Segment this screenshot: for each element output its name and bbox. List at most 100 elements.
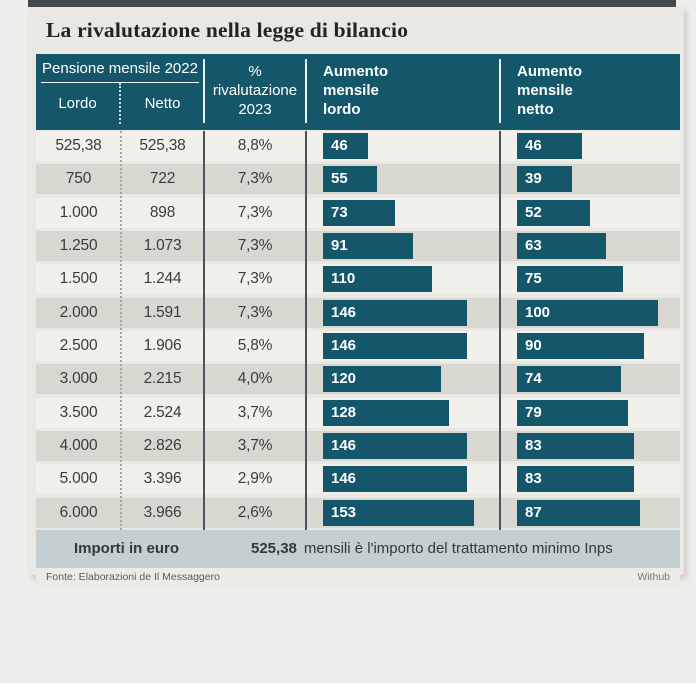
pension-table: Pensione mensile 2022 Lordo Netto % riva… — [36, 54, 680, 587]
bar-netto: 63 — [517, 232, 606, 259]
cell-perc: 3,7% — [237, 436, 273, 454]
bar-lordo: 153 — [323, 499, 474, 526]
row-band: 6.000 3.966 2,6% 153 87 — [36, 497, 680, 528]
bar-netto: 39 — [517, 166, 572, 193]
cell-netto: 1.244 — [143, 270, 182, 288]
cell-lordo: 4.000 — [59, 436, 98, 454]
cell-perc: 7,3% — [237, 203, 273, 221]
cell-netto: 1.073 — [143, 236, 182, 254]
cell-perc: 7,3% — [237, 236, 273, 254]
bar-lordo: 146 — [323, 332, 468, 359]
bar-lordo: 146 — [323, 432, 468, 459]
header-divider — [305, 59, 307, 123]
bar-lordo: 55 — [323, 166, 378, 193]
source-text: Fonte: Elaborazioni de Il Messaggero — [46, 571, 220, 584]
table-row: 5.000 3.396 2,9% 146 83 — [36, 464, 680, 496]
table-row: 4.000 2.826 3,7% 146 83 — [36, 430, 680, 463]
bar-netto: 90 — [517, 332, 644, 359]
row-band: 750 722 7,3% 55 39 — [36, 164, 680, 195]
cell-netto: 1.906 — [143, 336, 182, 354]
cell-lordo: 1.000 — [59, 203, 98, 221]
row-band: 1.250 1.073 7,3% 91 63 — [36, 230, 680, 261]
cell-netto: 3.966 — [143, 503, 182, 521]
table-row: 6.000 3.966 2,6% 153 87 — [36, 497, 680, 530]
page-title: La rivalutazione nella legge di bilancio — [46, 18, 409, 42]
header-netto: Netto — [144, 95, 181, 112]
cell-lordo: 750 — [65, 170, 92, 188]
cell-netto: 2.524 — [143, 403, 182, 421]
cell-netto: 3.396 — [143, 470, 182, 488]
cell-perc: 5,8% — [237, 336, 273, 354]
cell-lordo: 2.000 — [59, 303, 98, 321]
cell-perc: 8,8% — [237, 137, 273, 154]
header-aumento-lordo: Aumento mensile lordo — [323, 63, 388, 118]
header-divider — [203, 59, 205, 123]
header-aumento-netto: Aumento mensile netto — [517, 63, 582, 118]
note-text: mensili è l'importo del trattamento mini… — [303, 540, 613, 558]
header-pensione-label: Pensione mensile 2022 — [41, 60, 199, 83]
table-row: 2.000 1.591 7,3% 146 100 — [36, 297, 680, 330]
infographic-card: La rivalutazione nella legge di bilancio… — [28, 7, 684, 587]
cell-lordo: 525,38 — [55, 137, 102, 154]
cell-netto: 898 — [149, 203, 176, 221]
row-band: 525,38 525,38 8,8% 46 46 — [36, 131, 680, 161]
table-row: 3.500 2.524 3,7% 128 79 — [36, 397, 680, 430]
bar-netto: 74 — [517, 366, 622, 393]
bar-netto: 83 — [517, 466, 634, 493]
bar-lordo: 128 — [323, 399, 450, 426]
table-header: Pensione mensile 2022 Lordo Netto % riva… — [36, 54, 680, 130]
row-band: 4.000 2.826 3,7% 146 83 — [36, 430, 680, 461]
cell-lordo: 3.000 — [59, 370, 98, 388]
bar-lordo: 146 — [323, 466, 468, 493]
bar-lordo: 120 — [323, 366, 442, 393]
note-band: Importi in euro 525,38 mensili è l'impor… — [36, 529, 680, 568]
cell-netto: 2.215 — [143, 370, 182, 388]
bar-netto: 87 — [517, 499, 640, 526]
row-band: 1.000 898 7,3% 73 52 — [36, 197, 680, 228]
table-row: 1.000 898 7,3% 73 52 — [36, 197, 680, 230]
cell-lordo: 1.250 — [59, 236, 98, 254]
table-row: 1.250 1.073 7,3% 91 63 — [36, 230, 680, 263]
cell-perc: 3,7% — [237, 403, 273, 421]
header-pensione-group: Pensione mensile 2022 Lordo Netto — [36, 60, 204, 126]
cell-perc: 7,3% — [237, 170, 273, 188]
cell-netto: 1.591 — [143, 303, 182, 321]
cell-netto: 2.826 — [143, 436, 182, 454]
header-subrow: Lordo Netto — [36, 83, 204, 124]
table-row: 3.000 2.215 4,0% 120 74 — [36, 364, 680, 396]
cell-lordo: 5.000 — [59, 470, 98, 488]
row-band: 1.500 1.244 7,3% 110 75 — [36, 264, 680, 295]
row-band: 2.500 1.906 5,8% 146 90 — [36, 330, 680, 361]
bar-netto: 100 — [517, 299, 658, 326]
row-band: 3.500 2.524 3,7% 128 79 — [36, 397, 680, 428]
cell-lordo: 6.000 — [59, 503, 98, 521]
header-rivalutazione: % rivalutazione 2023 — [212, 63, 298, 118]
bar-lordo: 46 — [323, 133, 369, 159]
cell-netto: 722 — [149, 170, 176, 188]
table-row: 525,38 525,38 8,8% 46 46 — [36, 131, 680, 163]
header-lordo: Lordo — [36, 83, 121, 124]
bar-netto: 79 — [517, 399, 629, 426]
row-band: 2.000 1.591 7,3% 146 100 — [36, 297, 680, 328]
note-value: 525,38 — [251, 540, 297, 558]
bar-lordo: 73 — [323, 199, 395, 226]
cell-perc: 2,9% — [237, 470, 273, 488]
bar-netto: 52 — [517, 199, 591, 226]
bar-lordo: 110 — [323, 266, 432, 293]
cell-lordo: 2.500 — [59, 336, 98, 354]
top-strip — [28, 0, 676, 7]
table-row: 1.500 1.244 7,3% 110 75 — [36, 264, 680, 296]
table-row: 2.500 1.906 5,8% 146 90 — [36, 330, 680, 363]
table-row: 750 722 7,3% 55 39 — [36, 164, 680, 196]
row-band: 5.000 3.396 2,9% 146 83 — [36, 464, 680, 495]
cell-netto: 525,38 — [139, 137, 186, 154]
credit-text: Withub — [637, 571, 670, 584]
cell-perc: 4,0% — [237, 370, 273, 388]
cell-perc: 7,3% — [237, 303, 273, 321]
source-bar: Fonte: Elaborazioni de Il Messaggero Wit… — [36, 567, 680, 587]
table-body: 525,38 525,38 8,8% 46 46 750 722 7,3% 55… — [36, 131, 680, 530]
bar-netto: 75 — [517, 266, 623, 293]
cell-perc: 2,6% — [237, 503, 273, 521]
header-divider — [499, 59, 501, 123]
bar-lordo: 91 — [323, 232, 413, 259]
